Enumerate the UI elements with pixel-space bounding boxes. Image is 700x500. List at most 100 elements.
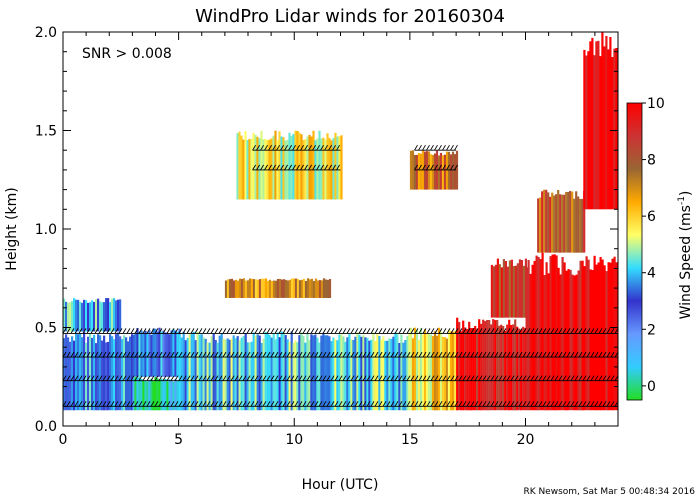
wind-barb: [292, 144, 296, 151]
speed-streak: [447, 151, 451, 190]
wind-barb: [426, 375, 431, 381]
speed-streak: [132, 334, 135, 377]
speed-streak: [607, 49, 610, 210]
wind-barb: [130, 328, 135, 334]
colorbar-tick-label: 0: [647, 379, 656, 395]
wind-barb: [594, 401, 599, 407]
speed-streak: [238, 278, 242, 298]
speed-streak: [567, 269, 570, 411]
wind-barb: [126, 351, 131, 358]
speed-streak: [372, 332, 375, 411]
wind-barb: [430, 144, 434, 151]
speed-streak: [292, 278, 296, 298]
wind-barb: [322, 328, 327, 334]
speed-streak: [525, 267, 528, 411]
wind-barb: [194, 328, 199, 334]
wind-barb: [514, 401, 519, 407]
speed-streak: [388, 338, 391, 411]
wind-barb: [238, 375, 243, 381]
wind-barb: [398, 351, 403, 358]
wind-barb: [106, 375, 111, 381]
speed-streak: [97, 298, 100, 332]
wind-barb: [586, 401, 591, 407]
y-tick-label: 2.0: [35, 25, 57, 41]
speed-streak: [458, 322, 461, 411]
wind-barb: [502, 328, 507, 334]
wind-barb: [342, 401, 347, 407]
wind-barb: [94, 328, 99, 334]
speed-streak: [242, 278, 246, 298]
wind-barb: [362, 375, 367, 381]
speed-streak: [431, 336, 435, 411]
speed-streak: [252, 279, 256, 298]
wind-barb: [518, 351, 523, 358]
wind-barb: [362, 351, 367, 358]
speed-streak: [254, 335, 257, 411]
wind-barb: [334, 328, 339, 334]
wind-barb: [490, 328, 495, 334]
speed-streak: [551, 254, 554, 411]
wind-barb: [450, 144, 454, 151]
wind-barb: [294, 328, 299, 334]
wind-barb: [274, 328, 279, 334]
wind-barb: [130, 401, 135, 407]
wind-barb: [414, 375, 419, 381]
wind-barb: [178, 351, 183, 358]
wind-barb: [106, 328, 111, 334]
x-axis-label: Hour (UTC): [302, 477, 379, 493]
speed-streak: [300, 332, 303, 411]
speed-streak: [330, 341, 333, 411]
wind-barb: [566, 351, 571, 358]
wind-barb: [178, 328, 183, 334]
speed-streak: [242, 336, 245, 411]
speed-streak: [212, 333, 215, 411]
wind-barb: [402, 375, 407, 381]
wind-barb: [110, 375, 115, 381]
wind-barb: [234, 375, 239, 381]
wind-barb: [186, 351, 191, 358]
wind-barb: [374, 375, 379, 381]
wind-barb: [336, 164, 340, 171]
wind-barb: [146, 328, 151, 334]
speed-streak: [476, 328, 479, 411]
speed-streak: [318, 280, 322, 298]
wind-barb: [142, 328, 147, 334]
speed-streak: [484, 321, 487, 411]
speed-streak: [453, 330, 457, 411]
wind-barb: [202, 375, 207, 381]
speed-streak: [101, 340, 104, 411]
wind-barb: [66, 351, 71, 358]
speed-streak: [232, 280, 236, 298]
wind-barb: [86, 375, 91, 381]
wind-barb: [506, 328, 511, 334]
wind-barb: [538, 351, 543, 358]
wind-barb: [354, 328, 359, 334]
wind-barb: [170, 375, 175, 381]
wind-barb: [578, 401, 583, 407]
wind-barb: [342, 375, 347, 381]
speed-streak: [73, 298, 76, 332]
speed-streak: [445, 151, 449, 190]
wind-barb: [106, 351, 111, 358]
wind-barb: [522, 401, 527, 407]
speed-streak: [210, 336, 213, 411]
wind-barb: [574, 401, 579, 407]
wind-barb: [328, 164, 332, 171]
speed-streak: [176, 331, 179, 377]
wind-barb: [166, 328, 171, 334]
speed-streak: [360, 336, 363, 411]
wind-barb: [370, 375, 375, 381]
speed-streak: [238, 131, 241, 200]
wind-barb: [410, 401, 415, 407]
wind-barb: [242, 328, 247, 334]
wind-barb: [328, 144, 332, 151]
speed-streak: [587, 51, 590, 210]
wind-barb: [126, 401, 131, 407]
wind-barb: [102, 401, 107, 407]
wind-barb: [106, 401, 111, 407]
speed-streak: [314, 278, 318, 298]
wind-barb: [454, 164, 458, 171]
speed-streak: [423, 151, 427, 190]
wind-barb: [418, 351, 423, 358]
wind-barb: [406, 401, 411, 407]
